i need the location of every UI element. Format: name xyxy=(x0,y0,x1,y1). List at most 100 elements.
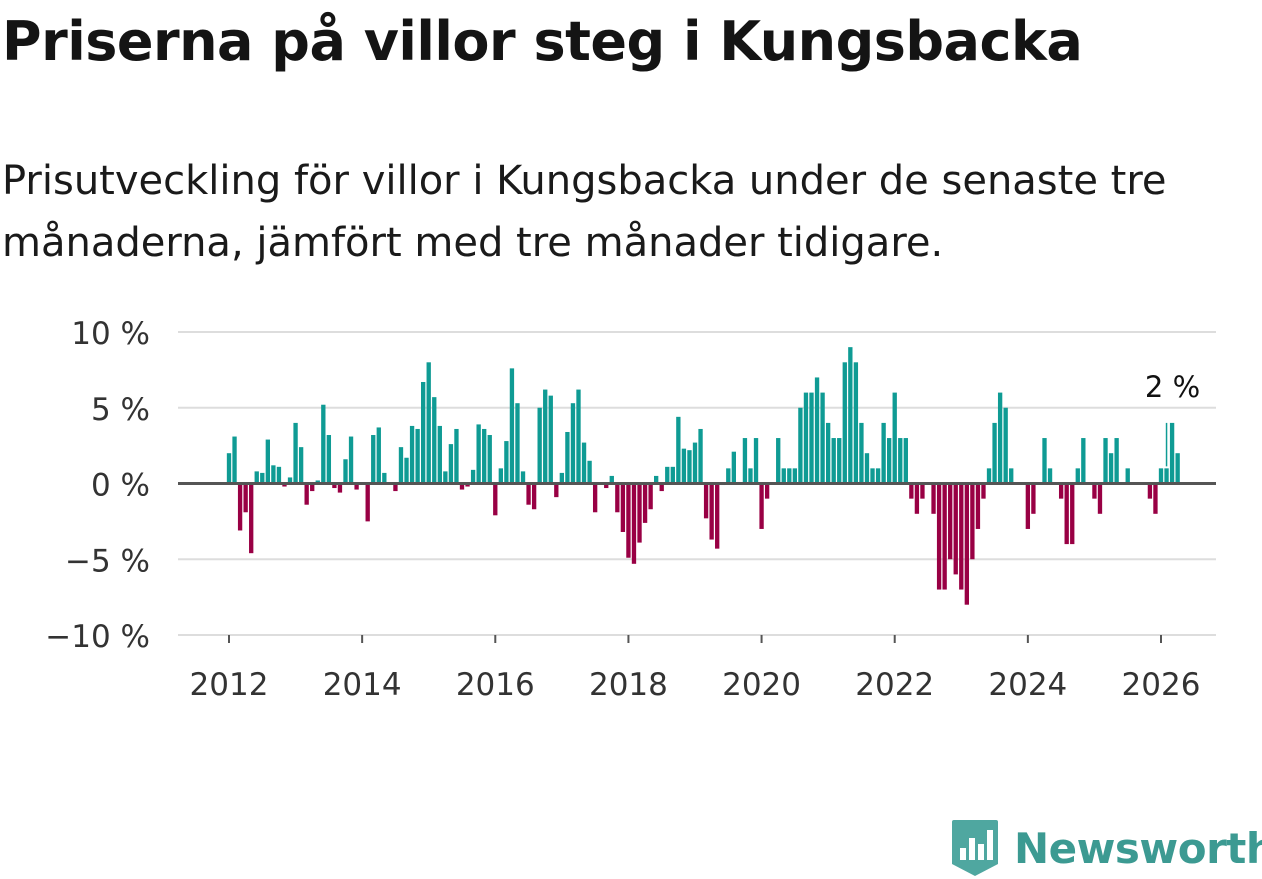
x-tick-label: 2024 xyxy=(988,667,1067,703)
bar xyxy=(337,483,343,493)
bar xyxy=(554,483,559,498)
bar xyxy=(476,424,481,484)
bar xyxy=(715,483,720,549)
bar xyxy=(642,483,648,523)
y-tick-label: −5 % xyxy=(65,543,150,579)
bar xyxy=(648,483,653,510)
bar xyxy=(820,392,825,484)
bar xyxy=(1070,483,1075,545)
bar xyxy=(548,395,553,484)
bar xyxy=(604,483,609,489)
bar xyxy=(626,483,631,558)
bar xyxy=(781,468,786,484)
bar xyxy=(942,483,947,590)
bar xyxy=(659,483,664,492)
bar xyxy=(576,389,581,484)
chart-title: Priserna på villor steg i Kungsbacka xyxy=(2,10,1083,73)
bar xyxy=(809,392,814,484)
bar xyxy=(814,377,820,484)
bar xyxy=(825,422,831,484)
bar xyxy=(326,435,332,484)
bar xyxy=(1047,468,1053,484)
bar xyxy=(981,483,986,499)
bar-chart: 10 % 5 % 0 % −5 % −10 % 2012 2014 2016 2018 2020 2… xyxy=(45,316,1216,703)
bar xyxy=(931,483,936,514)
newsworthy-logo-icon xyxy=(952,820,998,876)
bar xyxy=(1064,483,1069,545)
bar xyxy=(903,438,908,484)
bar xyxy=(909,483,914,499)
bar xyxy=(631,483,637,564)
bar xyxy=(1175,453,1180,484)
bar xyxy=(537,407,542,484)
x-tick-label: 2016 xyxy=(456,667,535,703)
bar xyxy=(332,483,337,489)
bar xyxy=(226,453,232,484)
bar xyxy=(748,468,753,484)
y-tick-label: 0 % xyxy=(91,468,150,504)
bar xyxy=(348,436,354,484)
bar xyxy=(676,416,681,484)
bar xyxy=(1058,483,1064,499)
bar xyxy=(487,435,492,484)
bar xyxy=(592,483,598,513)
bar xyxy=(1169,422,1175,484)
bar xyxy=(254,471,259,484)
bar xyxy=(615,483,620,513)
bar xyxy=(526,483,531,505)
bar xyxy=(415,428,420,484)
bar xyxy=(609,475,614,484)
bar xyxy=(764,483,770,499)
bar xyxy=(504,441,509,484)
bar xyxy=(315,480,320,484)
bar xyxy=(404,457,409,484)
bar xyxy=(892,392,897,484)
bar xyxy=(620,483,626,532)
bar xyxy=(454,428,459,484)
bar xyxy=(371,435,376,484)
bar xyxy=(687,450,692,484)
bar xyxy=(298,447,304,484)
annotation-label: 2 % xyxy=(1145,370,1200,404)
bar xyxy=(520,471,526,484)
bar xyxy=(670,466,675,484)
bar xyxy=(409,425,415,484)
y-tick-label: 5 % xyxy=(91,392,150,428)
bar xyxy=(831,438,836,484)
bar xyxy=(587,460,592,484)
bar xyxy=(443,471,448,484)
x-tick-label: 2026 xyxy=(1122,667,1201,703)
bar xyxy=(792,468,798,484)
bar xyxy=(1147,483,1153,499)
bar xyxy=(448,444,454,484)
bar xyxy=(493,483,498,516)
bar xyxy=(310,483,315,492)
bar xyxy=(803,392,809,484)
bar xyxy=(393,483,398,492)
bar xyxy=(1103,438,1108,484)
bar xyxy=(964,483,969,605)
bar xyxy=(753,438,759,484)
bar xyxy=(864,453,870,484)
bar xyxy=(959,483,964,590)
bar xyxy=(276,466,282,484)
bar xyxy=(498,468,503,484)
bar xyxy=(509,368,515,484)
bar xyxy=(776,438,781,484)
bar xyxy=(1114,438,1119,484)
bar xyxy=(997,392,1003,484)
bar xyxy=(426,362,431,484)
bar xyxy=(260,472,265,484)
x-tick-label: 2012 xyxy=(190,667,269,703)
bar xyxy=(376,427,381,484)
bar xyxy=(1097,483,1103,514)
bar xyxy=(1009,468,1014,484)
bar xyxy=(953,483,958,575)
bar xyxy=(382,472,387,484)
bar xyxy=(304,483,309,505)
bar xyxy=(432,397,437,484)
bar xyxy=(798,407,803,484)
bar xyxy=(287,477,293,484)
bar xyxy=(665,466,670,484)
bar xyxy=(437,425,442,484)
